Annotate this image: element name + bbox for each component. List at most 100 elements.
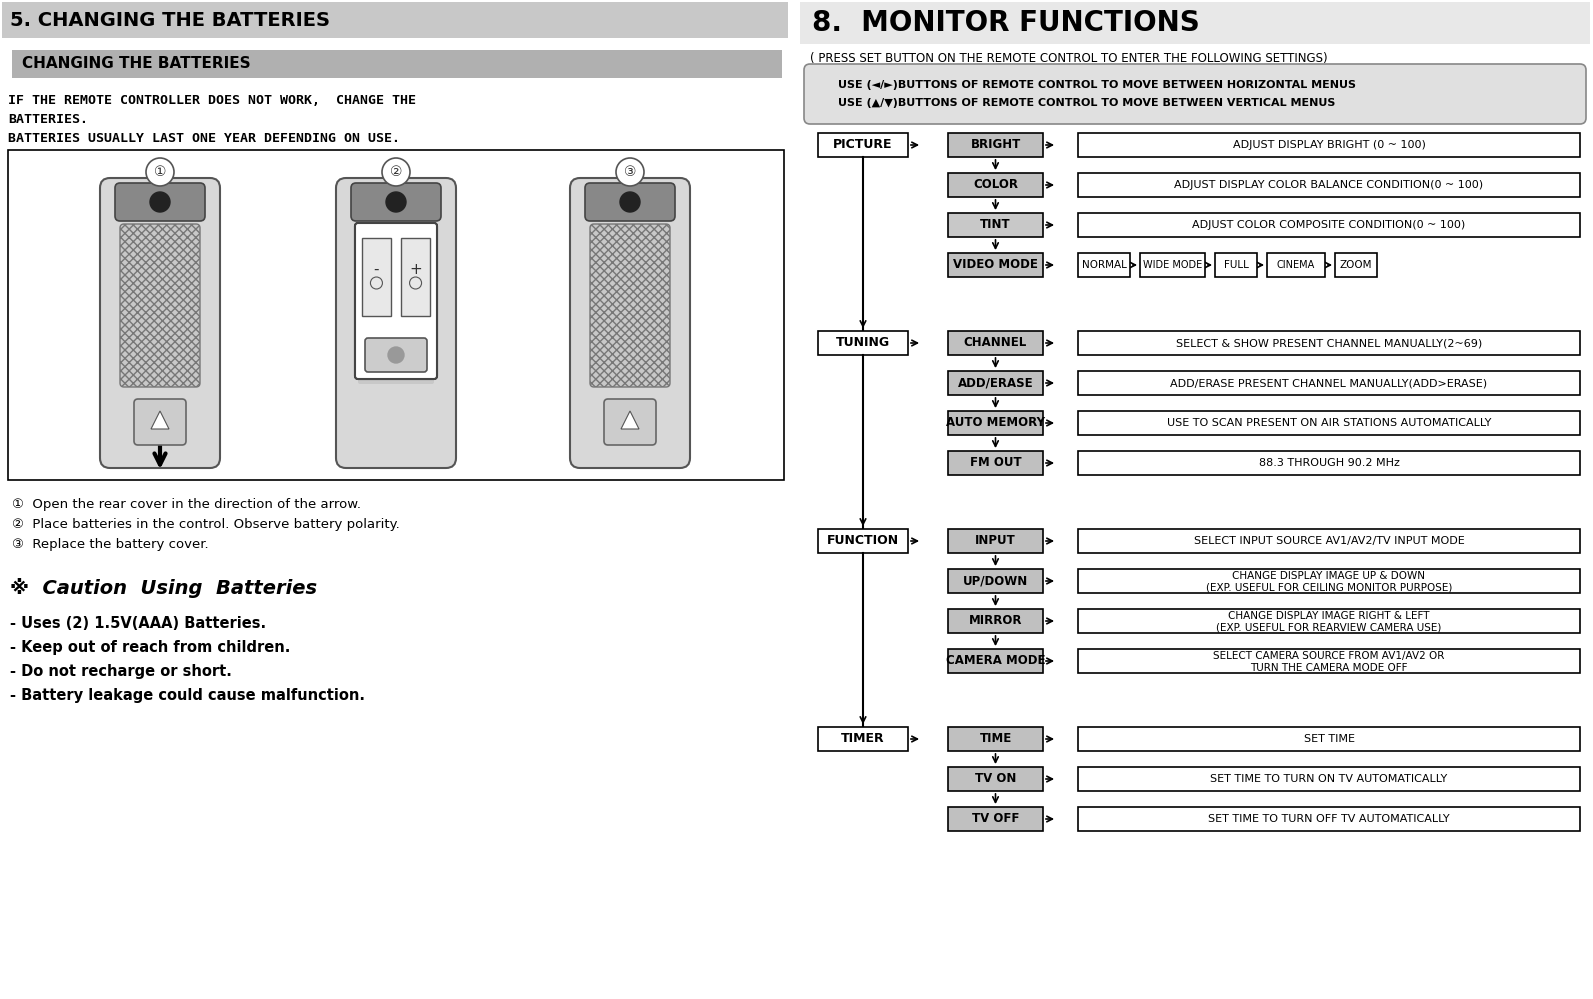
Text: CAMERA MODE: CAMERA MODE bbox=[946, 654, 1045, 667]
Circle shape bbox=[389, 347, 405, 363]
Text: TIME: TIME bbox=[980, 732, 1012, 745]
Text: ZOOM: ZOOM bbox=[1340, 260, 1372, 270]
FancyBboxPatch shape bbox=[365, 338, 427, 372]
Bar bbox=[1078, 609, 1580, 633]
Bar bbox=[817, 727, 908, 751]
Bar bbox=[948, 411, 1043, 435]
Bar bbox=[948, 569, 1043, 593]
Polygon shape bbox=[151, 411, 169, 429]
Text: SET TIME TO TURN OFF TV AUTOMATICALLY: SET TIME TO TURN OFF TV AUTOMATICALLY bbox=[1207, 814, 1450, 824]
FancyBboxPatch shape bbox=[589, 224, 671, 387]
Bar bbox=[1078, 173, 1580, 197]
Circle shape bbox=[616, 158, 644, 186]
FancyBboxPatch shape bbox=[115, 183, 205, 221]
FancyBboxPatch shape bbox=[585, 183, 675, 221]
Bar bbox=[948, 451, 1043, 475]
Text: USE (▲/▼)BUTTONS OF REMOTE CONTROL TO MOVE BETWEEN VERTICAL MENUS: USE (▲/▼)BUTTONS OF REMOTE CONTROL TO MO… bbox=[838, 98, 1335, 108]
Text: CHANGING THE BATTERIES: CHANGING THE BATTERIES bbox=[22, 57, 250, 72]
Bar bbox=[1078, 767, 1580, 791]
Text: ( PRESS SET BUTTON ON THE REMOTE CONTROL TO ENTER THE FOLLOWING SETTINGS): ( PRESS SET BUTTON ON THE REMOTE CONTROL… bbox=[809, 52, 1327, 65]
Text: ADJUST COLOR COMPOSITE CONDITION(0 ~ 100): ADJUST COLOR COMPOSITE CONDITION(0 ~ 100… bbox=[1193, 220, 1466, 230]
Bar bbox=[1078, 371, 1580, 395]
Text: TV OFF: TV OFF bbox=[972, 812, 1020, 825]
Text: ②  Place batteries in the control. Observe battery polarity.: ② Place batteries in the control. Observ… bbox=[13, 518, 400, 531]
Text: SET TIME: SET TIME bbox=[1303, 734, 1354, 744]
Bar bbox=[401, 238, 430, 316]
Text: SELECT & SHOW PRESENT CHANNEL MANUALLY(2~69): SELECT & SHOW PRESENT CHANNEL MANUALLY(2… bbox=[1176, 338, 1481, 348]
Text: CHANGE DISPLAY IMAGE UP & DOWN: CHANGE DISPLAY IMAGE UP & DOWN bbox=[1233, 571, 1426, 581]
Text: BRIGHT: BRIGHT bbox=[970, 139, 1021, 152]
Circle shape bbox=[620, 192, 640, 212]
Text: INPUT: INPUT bbox=[975, 534, 1016, 547]
Circle shape bbox=[150, 192, 170, 212]
Circle shape bbox=[386, 192, 406, 212]
Bar bbox=[13, 50, 782, 78]
Text: TV ON: TV ON bbox=[975, 772, 1016, 785]
Bar bbox=[1078, 807, 1580, 831]
Bar bbox=[948, 649, 1043, 673]
Text: ①  Open the rear cover in the direction of the arrow.: ① Open the rear cover in the direction o… bbox=[13, 498, 362, 511]
Bar bbox=[948, 253, 1043, 277]
Text: 8.  MONITOR FUNCTIONS: 8. MONITOR FUNCTIONS bbox=[812, 9, 1200, 37]
Text: FM OUT: FM OUT bbox=[970, 457, 1021, 470]
Text: SELECT INPUT SOURCE AV1/AV2/TV INPUT MODE: SELECT INPUT SOURCE AV1/AV2/TV INPUT MOD… bbox=[1193, 536, 1464, 546]
Text: ※  Caution  Using  Batteries: ※ Caution Using Batteries bbox=[10, 578, 317, 598]
Text: ADJUST DISPLAY COLOR BALANCE CONDITION(0 ~ 100): ADJUST DISPLAY COLOR BALANCE CONDITION(0… bbox=[1174, 180, 1483, 190]
Text: FULL: FULL bbox=[1223, 260, 1249, 270]
Text: CHANGE DISPLAY IMAGE RIGHT & LEFT: CHANGE DISPLAY IMAGE RIGHT & LEFT bbox=[1228, 611, 1431, 621]
Bar bbox=[948, 529, 1043, 553]
FancyBboxPatch shape bbox=[355, 223, 436, 379]
Bar bbox=[8, 150, 784, 480]
Polygon shape bbox=[621, 411, 639, 429]
Bar bbox=[948, 609, 1043, 633]
Text: CHANNEL: CHANNEL bbox=[964, 337, 1027, 350]
Text: AUTO MEMORY: AUTO MEMORY bbox=[946, 417, 1045, 430]
Bar bbox=[1078, 213, 1580, 237]
Text: - Do not recharge or short.: - Do not recharge or short. bbox=[10, 664, 233, 679]
FancyBboxPatch shape bbox=[350, 183, 441, 221]
Text: USE (◄/►)BUTTONS OF REMOTE CONTROL TO MOVE BETWEEN HORIZONTAL MENUS: USE (◄/►)BUTTONS OF REMOTE CONTROL TO MO… bbox=[838, 80, 1356, 90]
Bar bbox=[948, 807, 1043, 831]
Text: ③  Replace the battery cover.: ③ Replace the battery cover. bbox=[13, 538, 209, 551]
Bar bbox=[817, 331, 908, 355]
Text: USE TO SCAN PRESENT ON AIR STATIONS AUTOMATICALLY: USE TO SCAN PRESENT ON AIR STATIONS AUTO… bbox=[1166, 418, 1491, 428]
Text: (EXP. USEFUL FOR REARVIEW CAMERA USE): (EXP. USEFUL FOR REARVIEW CAMERA USE) bbox=[1217, 623, 1442, 633]
Text: IF THE REMOTE CONTROLLER DOES NOT WORK,  CHANGE THE: IF THE REMOTE CONTROLLER DOES NOT WORK, … bbox=[8, 94, 416, 107]
Text: MIRROR: MIRROR bbox=[969, 614, 1023, 627]
Bar bbox=[1078, 451, 1580, 475]
Bar bbox=[1078, 411, 1580, 435]
Text: PICTURE: PICTURE bbox=[833, 139, 892, 152]
Bar bbox=[948, 173, 1043, 197]
Bar bbox=[1335, 253, 1376, 277]
Text: NORMAL: NORMAL bbox=[1082, 260, 1126, 270]
Text: TINT: TINT bbox=[980, 219, 1012, 232]
Text: BATTERIES USUALLY LAST ONE YEAR DEFENDING ON USE.: BATTERIES USUALLY LAST ONE YEAR DEFENDIN… bbox=[8, 132, 400, 145]
Text: 88.3 THROUGH 90.2 MHz: 88.3 THROUGH 90.2 MHz bbox=[1258, 458, 1399, 468]
Text: ADD/ERASE PRESENT CHANNEL MANUALLY(ADD>ERASE): ADD/ERASE PRESENT CHANNEL MANUALLY(ADD>E… bbox=[1171, 378, 1488, 388]
FancyBboxPatch shape bbox=[100, 178, 220, 468]
Text: (EXP. USEFUL FOR CEILING MONITOR PURPOSE): (EXP. USEFUL FOR CEILING MONITOR PURPOSE… bbox=[1206, 583, 1453, 593]
Bar bbox=[1078, 253, 1129, 277]
Text: COLOR: COLOR bbox=[973, 179, 1018, 192]
FancyBboxPatch shape bbox=[804, 64, 1587, 124]
Text: 5. CHANGING THE BATTERIES: 5. CHANGING THE BATTERIES bbox=[10, 11, 330, 30]
Bar bbox=[800, 2, 1590, 44]
Bar bbox=[1078, 331, 1580, 355]
Circle shape bbox=[382, 158, 409, 186]
Bar bbox=[817, 529, 908, 553]
Bar bbox=[948, 331, 1043, 355]
Text: - Battery leakage could cause malfunction.: - Battery leakage could cause malfunctio… bbox=[10, 688, 365, 703]
Text: -: - bbox=[374, 262, 379, 277]
Text: ①: ① bbox=[155, 165, 166, 179]
Bar bbox=[1078, 133, 1580, 157]
Text: ADD/ERASE: ADD/ERASE bbox=[957, 377, 1034, 390]
Text: ③: ③ bbox=[624, 165, 636, 179]
FancyBboxPatch shape bbox=[355, 223, 436, 379]
Text: SET TIME TO TURN ON TV AUTOMATICALLY: SET TIME TO TURN ON TV AUTOMATICALLY bbox=[1211, 774, 1448, 784]
FancyBboxPatch shape bbox=[604, 399, 656, 445]
Text: - Keep out of reach from children.: - Keep out of reach from children. bbox=[10, 640, 290, 655]
FancyBboxPatch shape bbox=[358, 226, 433, 384]
Bar bbox=[948, 727, 1043, 751]
Bar bbox=[362, 238, 390, 316]
Bar bbox=[1141, 253, 1204, 277]
